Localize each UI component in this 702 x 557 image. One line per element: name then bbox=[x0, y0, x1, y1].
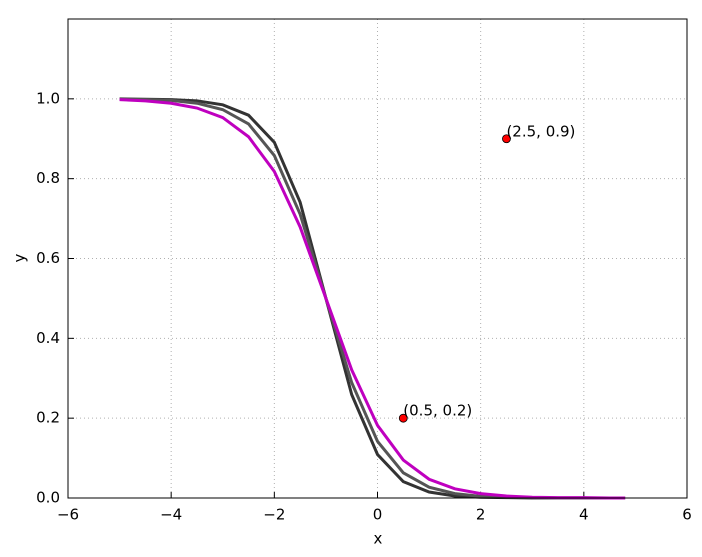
curve bbox=[119, 98, 626, 500]
x-tick-label: 6 bbox=[682, 506, 692, 524]
point-label: (0.5, 0.2) bbox=[403, 402, 472, 420]
y-tick-label: 1.0 bbox=[36, 89, 60, 107]
y-tick-label: 0.0 bbox=[36, 489, 60, 507]
y-tick-label: 0.8 bbox=[36, 169, 60, 187]
y-axis-label: y bbox=[11, 253, 29, 262]
y-tick-label: 0.6 bbox=[36, 249, 60, 267]
curve bbox=[119, 97, 626, 500]
x-tick-label: −2 bbox=[263, 506, 285, 524]
x-tick-label: −4 bbox=[160, 506, 182, 524]
curve bbox=[119, 97, 626, 500]
x-tick-label: −6 bbox=[57, 506, 79, 524]
point bbox=[398, 413, 408, 423]
x-axis-label: x bbox=[374, 530, 383, 548]
x-tick-label: 0 bbox=[373, 506, 383, 524]
point-label: (2.5, 0.9) bbox=[506, 122, 575, 140]
x-tick-label: 4 bbox=[579, 506, 589, 524]
y-tick-label: 0.2 bbox=[36, 409, 60, 427]
y-tick-label: 0.4 bbox=[36, 329, 60, 347]
point bbox=[502, 134, 511, 144]
plot-frame bbox=[67, 18, 688, 499]
x-tick-label: 2 bbox=[476, 506, 486, 524]
